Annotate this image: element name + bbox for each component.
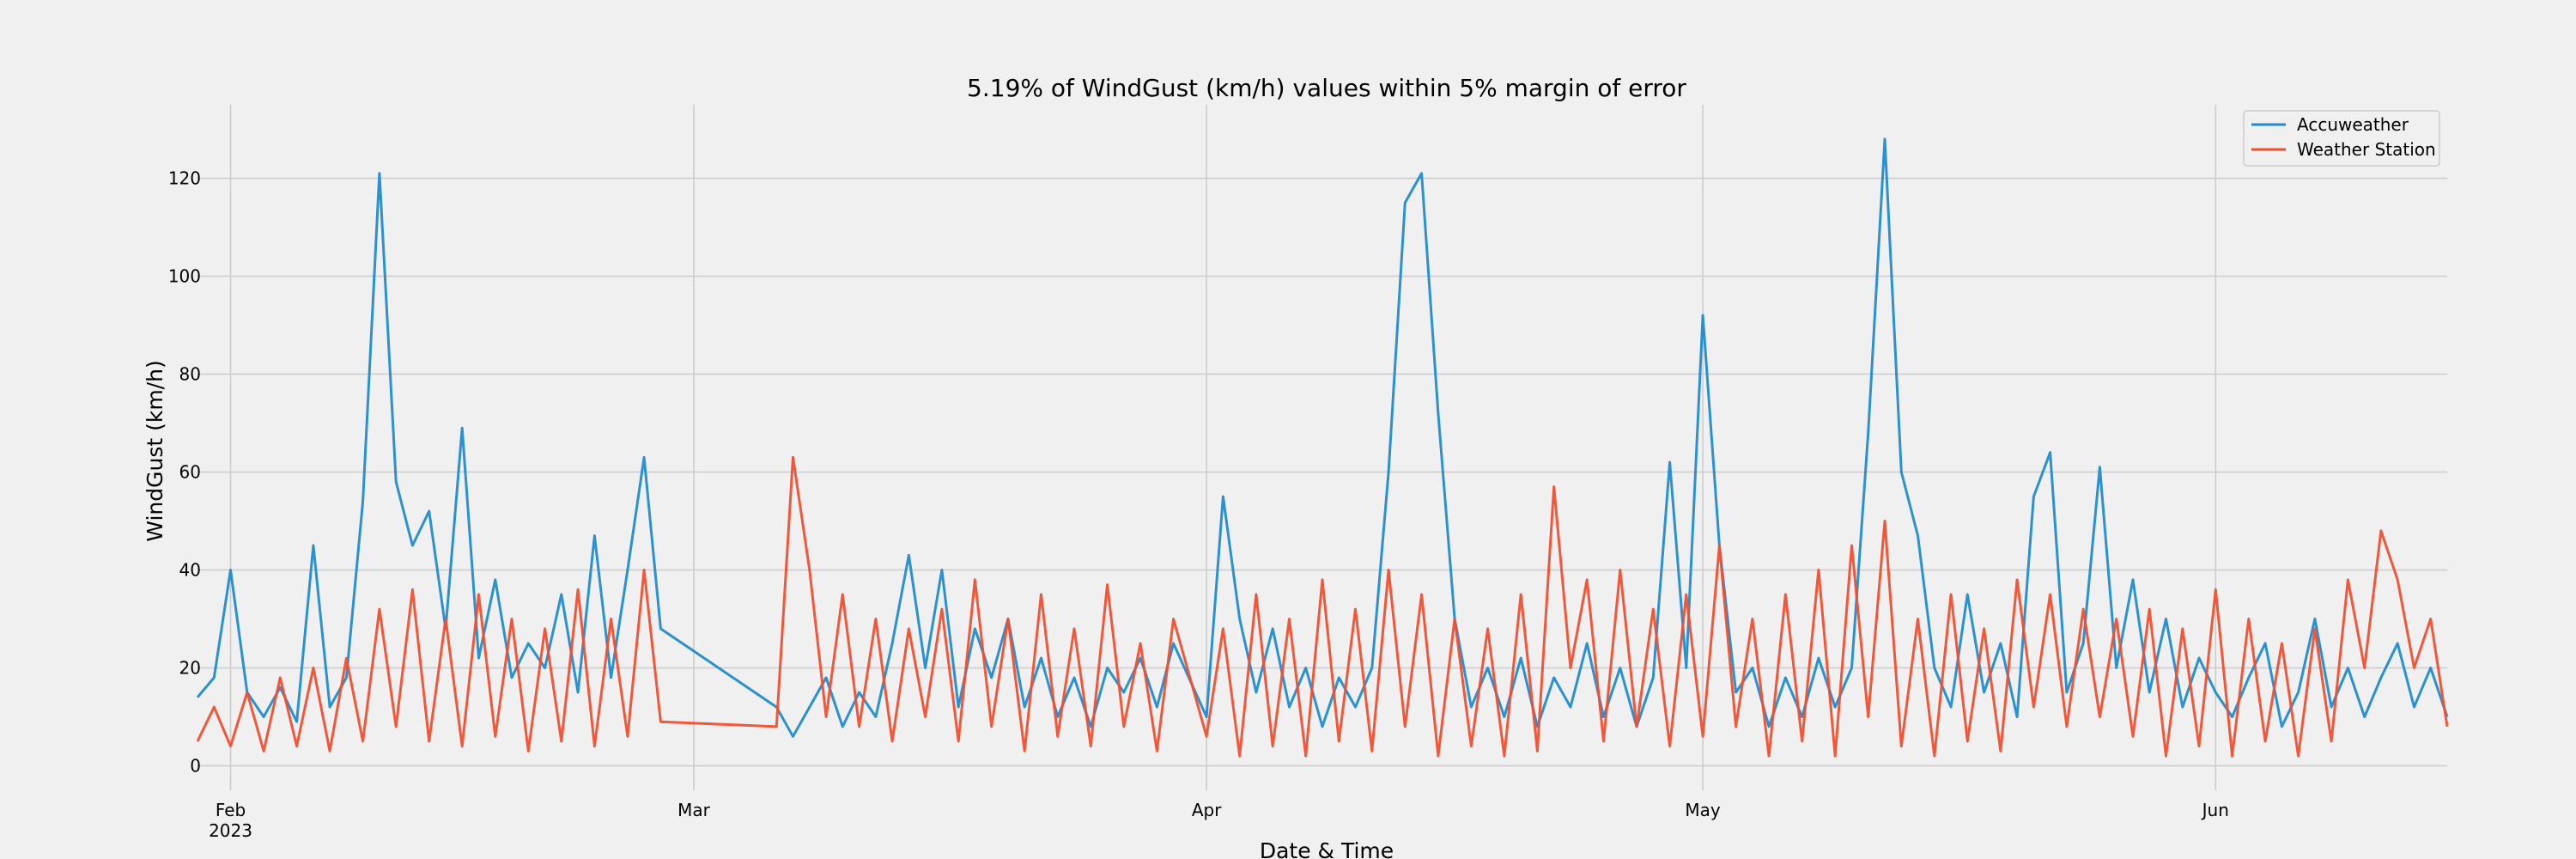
y-tick-label: 40 [179,560,201,581]
x-tick-label: May [1685,800,1721,820]
y-tick-label: 120 [168,168,201,189]
legend-label-accuweather: Accuweather [2297,114,2409,135]
legend-label-weather-station: Weather Station [2297,139,2436,160]
x-axis-label: Date & Time [1260,838,1394,859]
x-tick-sublabel: 2023 [209,820,252,841]
gridlines [197,105,2447,790]
y-tick-label: 0 [190,756,201,777]
series-line-accuweather [196,137,2449,738]
legend: Accuweather Weather Station [2243,110,2440,167]
x-tick-label: Feb [216,800,246,820]
y-axis-label: WindGust (km/h) [143,360,167,541]
x-tick-label: Mar [677,800,711,820]
x-tick-label: Apr [1192,800,1222,820]
chart-title: 5.19% of WindGust (km/h) values within 5… [967,74,1686,102]
y-tick-label: 80 [179,364,201,385]
legend-box [2243,110,2440,167]
y-axis-ticks: 0 20 40 60 80 100 120 [168,168,201,777]
y-tick-label: 100 [168,266,201,287]
series-lines [196,137,2449,758]
y-tick-label: 60 [179,462,201,483]
series-line-weather-station [196,455,2449,758]
x-tick-label: Jun [2201,800,2229,820]
y-tick-label: 20 [179,658,201,679]
